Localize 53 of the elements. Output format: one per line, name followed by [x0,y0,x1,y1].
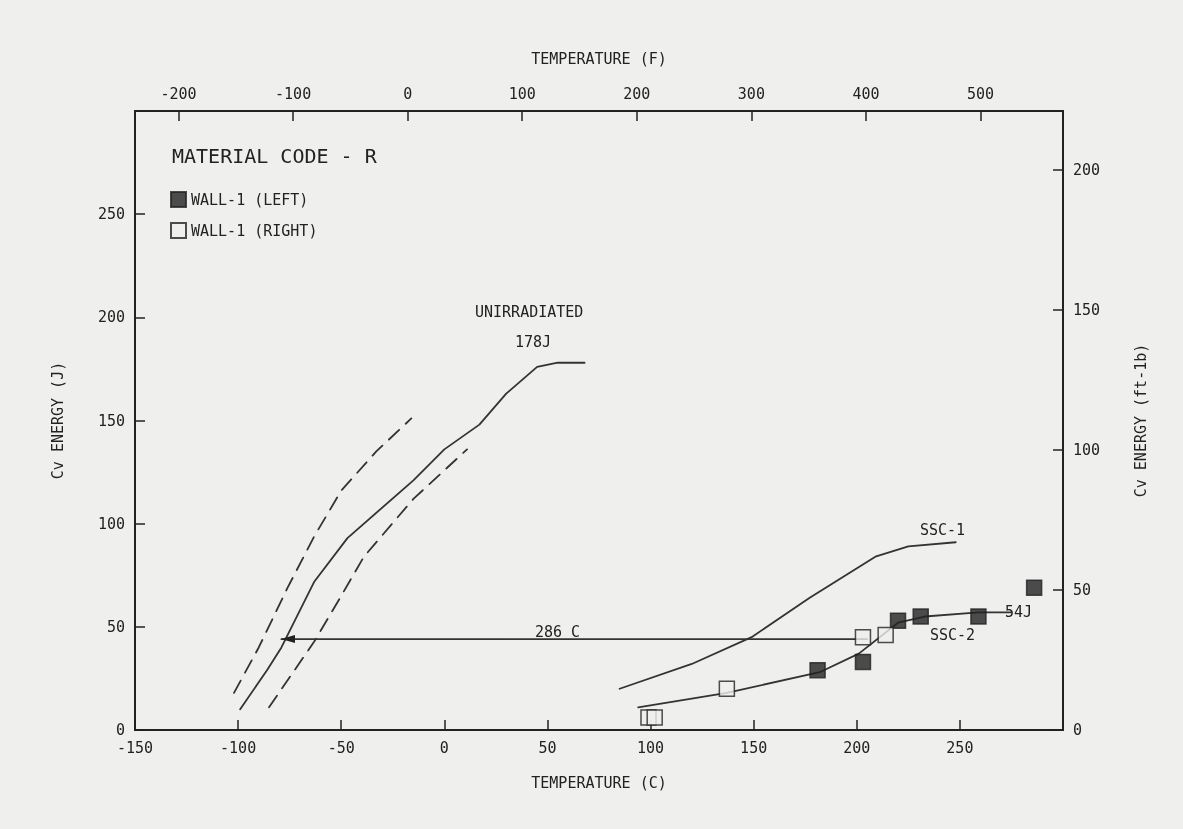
point [1025,579,1043,596]
text: MATERIAL CODE - R [172,144,378,168]
point [889,612,907,629]
legend-label: WALL-1 (RIGHT) [191,221,318,240]
x-tick-label: -150 [116,738,154,757]
y-tick-label: 50 [106,617,125,636]
y2-tick-label: 200 [1073,160,1101,179]
x2-tick-label: 100 [508,84,536,103]
y2-axis-title: Cv ENERGY (ft-1b) [1131,343,1150,498]
x2-axis-title: TEMPERATURE (F) [531,49,667,68]
annotation: 54J [1005,603,1033,621]
y2-tick-label: 100 [1073,440,1101,459]
x-tick-label: 50 [538,738,557,757]
y-tick-label: 200 [97,308,125,327]
y2-tick-label: 150 [1073,300,1101,319]
annotation: 178J [515,333,552,351]
line-series [233,417,413,694]
y-tick-label: 100 [97,514,125,533]
y-tick-label: 250 [97,205,125,224]
x2-tick-label: 500 [966,84,995,103]
x2-tick-label: 400 [852,84,880,103]
x-tick-label: -100 [220,738,257,757]
x-tick-label: -50 [327,738,355,757]
x-tick-label: 0 [439,738,449,757]
x-tick-label: 150 [740,738,768,757]
y-tick-label: 150 [97,411,125,430]
point [854,628,872,646]
point [646,709,663,726]
y2-tick-label: 0 [1073,721,1083,739]
annotation: UNIRRADIATED [475,303,584,321]
legend-label: WALL-1 (LEFT) [191,190,309,209]
annotation: SSC-1 [920,521,966,539]
y-axis-title: Cv ENERGY (J) [48,361,67,480]
annotation: 286 C [535,623,581,641]
x2-tick-label: 300 [737,84,765,103]
x2-tick-label: -100 [275,84,312,103]
point [809,661,826,679]
x-tick-label: 200 [843,738,871,757]
x2-tick-label: 0 [403,84,413,103]
annotation: SSC-2 [930,626,976,644]
point [718,680,736,697]
point [912,608,929,625]
x2-tick-label: 200 [623,84,651,103]
point [877,626,894,644]
line-series [239,361,586,711]
x-axis-title: TEMPERATURE (C) [531,773,667,792]
point [854,653,872,671]
x2-tick-label: -200 [160,84,197,103]
y2-tick-label: 50 [1073,580,1092,599]
y-tick-label: 0 [115,721,125,739]
point [970,608,987,625]
x-tick-label: 250 [946,738,974,757]
x-tick-label: 100 [637,738,665,757]
